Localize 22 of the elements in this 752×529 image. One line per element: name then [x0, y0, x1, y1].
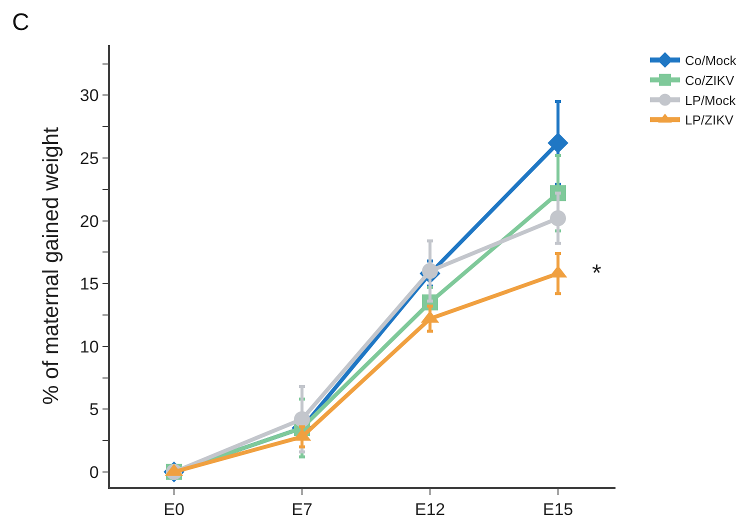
x-tick-label: E12 [414, 500, 446, 520]
y-tick-label: 0 [89, 462, 99, 482]
legend-label: LP/Mock [685, 92, 736, 108]
y-axis-title: % of maternal gained weight [38, 127, 64, 405]
point [294, 411, 310, 428]
y-tick-label: 20 [80, 212, 99, 231]
y-tick-label: 10 [80, 337, 99, 356]
point [422, 263, 438, 280]
point [550, 210, 566, 226]
legend-label: Co/ZIKV [685, 72, 734, 88]
text: C [12, 9, 30, 36]
y-tick-label: 25 [80, 148, 99, 168]
y-tick-label: 30 [80, 86, 99, 106]
legend-label: Co/Mock [685, 53, 737, 68]
x-tick-label: E0 [164, 500, 184, 520]
x-tick-label: E7 [292, 500, 312, 520]
annotation: * [592, 260, 602, 287]
y-tick-label: 5 [89, 400, 99, 420]
x-tick-label: E15 [542, 500, 574, 520]
legend-label: LP/ZIKV [685, 112, 734, 128]
y-tick-label: 15 [80, 274, 99, 294]
point [548, 132, 568, 154]
